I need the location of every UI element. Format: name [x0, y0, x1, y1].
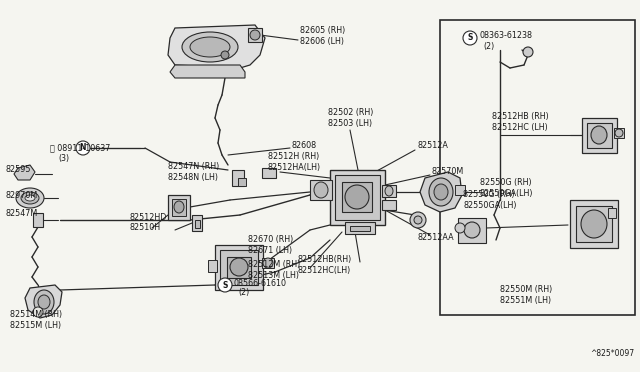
Bar	[458, 218, 486, 243]
Bar	[335, 175, 380, 220]
Text: 82670 (RH)
82671 (LH): 82670 (RH) 82671 (LH)	[248, 235, 293, 255]
Bar	[262, 168, 276, 178]
Text: 82510H: 82510H	[130, 224, 161, 232]
Bar	[168, 195, 190, 220]
Bar	[382, 200, 396, 210]
Ellipse shape	[190, 37, 230, 57]
Bar	[330, 170, 385, 225]
Ellipse shape	[314, 182, 328, 198]
Ellipse shape	[463, 31, 477, 45]
Ellipse shape	[385, 186, 393, 196]
Ellipse shape	[34, 290, 54, 314]
Bar	[582, 118, 617, 153]
Text: ^825*0097: ^825*0097	[590, 349, 634, 357]
Ellipse shape	[38, 295, 50, 309]
Ellipse shape	[76, 141, 90, 155]
Ellipse shape	[250, 30, 260, 40]
Bar	[345, 222, 375, 234]
Bar	[262, 258, 274, 268]
Text: 82550G (RH)
82550GA(LH): 82550G (RH) 82550GA(LH)	[480, 178, 534, 198]
Polygon shape	[170, 65, 245, 78]
Bar	[570, 200, 618, 248]
Ellipse shape	[174, 201, 184, 213]
Text: 82512A: 82512A	[418, 141, 449, 150]
Text: 08363-61238: 08363-61238	[479, 31, 532, 39]
Polygon shape	[168, 25, 265, 68]
Text: 82514M (RH)
82515M (LH): 82514M (RH) 82515M (LH)	[10, 310, 62, 330]
Bar	[172, 199, 186, 216]
Text: 82512H (RH)
82512HA(LH): 82512H (RH) 82512HA(LH)	[268, 152, 321, 172]
Text: 82512HD: 82512HD	[130, 214, 168, 222]
Bar	[608, 208, 616, 218]
Ellipse shape	[25, 195, 35, 201]
Ellipse shape	[414, 216, 422, 224]
Text: 82550G (RH)
82550GA(LH): 82550G (RH) 82550GA(LH)	[463, 190, 516, 210]
Bar	[455, 185, 465, 195]
Ellipse shape	[21, 192, 39, 204]
Bar	[220, 250, 258, 285]
Ellipse shape	[182, 32, 238, 62]
Text: N: N	[80, 144, 86, 153]
Bar	[232, 170, 244, 186]
Text: S: S	[222, 280, 228, 289]
Text: 82512M (RH)
82513M (LH): 82512M (RH) 82513M (LH)	[248, 260, 300, 280]
Bar	[440, 20, 635, 315]
Bar	[238, 178, 246, 186]
Ellipse shape	[455, 223, 465, 233]
Ellipse shape	[581, 210, 607, 238]
Text: S: S	[467, 33, 473, 42]
Text: (2): (2)	[483, 42, 494, 51]
Bar	[248, 28, 262, 42]
Ellipse shape	[263, 258, 273, 268]
Ellipse shape	[615, 129, 623, 137]
Text: 82502 (RH)
82503 (LH): 82502 (RH) 82503 (LH)	[328, 108, 373, 128]
Polygon shape	[14, 165, 35, 180]
Ellipse shape	[523, 47, 533, 57]
Text: 82512AA: 82512AA	[418, 234, 454, 243]
Bar	[195, 220, 200, 228]
Bar	[310, 180, 332, 200]
Text: 82570M: 82570M	[432, 167, 464, 176]
Text: 82605 (RH)
82606 (LH): 82605 (RH) 82606 (LH)	[300, 26, 345, 46]
Bar	[350, 226, 370, 231]
Text: 82547M: 82547M	[5, 208, 37, 218]
Text: 82970M: 82970M	[5, 190, 37, 199]
Ellipse shape	[218, 278, 232, 292]
Ellipse shape	[429, 178, 453, 206]
Text: 82608: 82608	[292, 141, 317, 150]
Text: 82512HB(RH)
82512HC(LH): 82512HB(RH) 82512HC(LH)	[298, 255, 352, 275]
Ellipse shape	[33, 307, 43, 317]
Bar	[342, 182, 372, 212]
Text: 82550M (RH)
82551M (LH): 82550M (RH) 82551M (LH)	[500, 285, 552, 305]
Bar	[208, 260, 217, 272]
Ellipse shape	[16, 188, 44, 208]
Polygon shape	[420, 172, 462, 212]
Bar	[587, 123, 612, 148]
Ellipse shape	[591, 126, 607, 144]
Ellipse shape	[434, 184, 448, 200]
Text: Ⓝ 08911-10637: Ⓝ 08911-10637	[50, 144, 110, 153]
Text: 82547N (RH)
82548N (LH): 82547N (RH) 82548N (LH)	[168, 162, 220, 182]
Ellipse shape	[221, 51, 229, 59]
Ellipse shape	[410, 212, 426, 228]
Bar	[576, 206, 612, 242]
Bar	[382, 185, 396, 197]
Polygon shape	[25, 285, 62, 318]
Text: 82595: 82595	[5, 166, 31, 174]
Ellipse shape	[230, 258, 248, 276]
Bar	[192, 215, 202, 231]
Bar	[33, 213, 43, 227]
Text: 08566-61610: 08566-61610	[234, 279, 287, 288]
Text: (3): (3)	[58, 154, 69, 163]
Ellipse shape	[345, 185, 369, 209]
Bar	[614, 128, 624, 138]
Text: 82512HB (RH)
82512HC (LH): 82512HB (RH) 82512HC (LH)	[492, 112, 548, 132]
Bar	[215, 245, 263, 290]
Text: (2): (2)	[238, 289, 249, 298]
Bar	[227, 257, 251, 278]
Ellipse shape	[464, 222, 480, 238]
